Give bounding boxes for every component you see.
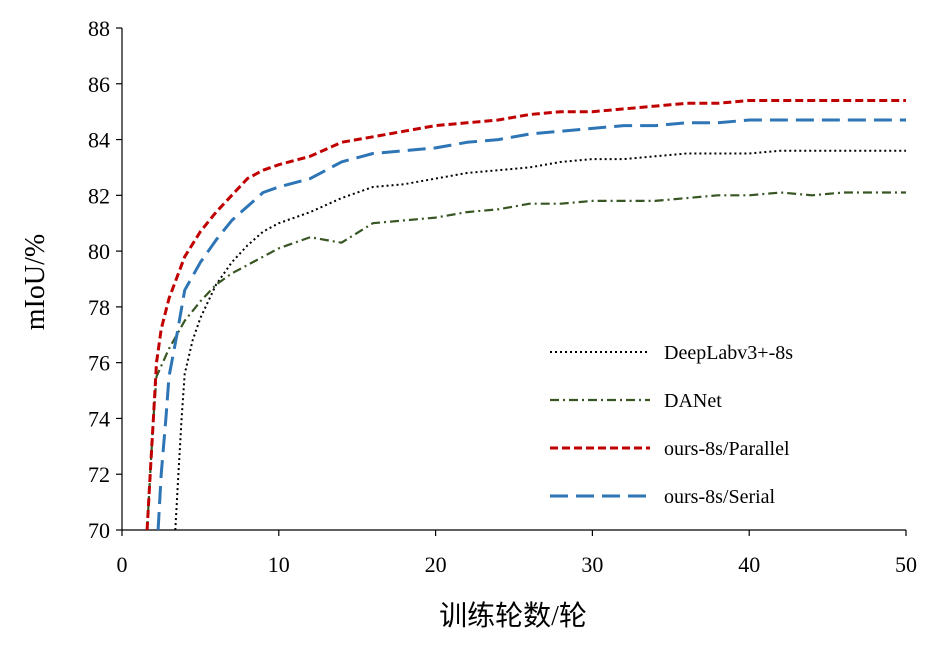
series-line-danet bbox=[146, 191, 906, 531]
x-axis-ticks: 0 10 20 30 40 50 bbox=[117, 530, 917, 577]
x-tick-label: 20 bbox=[425, 552, 447, 577]
y-tick-label: 88 bbox=[88, 16, 110, 41]
x-tick-label: 50 bbox=[895, 552, 917, 577]
x-tick-label: 10 bbox=[268, 552, 290, 577]
series-line-ours-8s-serial bbox=[156, 118, 906, 531]
x-tick-label: 0 bbox=[117, 552, 128, 577]
plot-area: 70 72 74 76 78 80 82 84 86 88 0 10 20 30 40 50 bbox=[88, 16, 917, 577]
y-tick-label: 82 bbox=[88, 183, 110, 208]
y-tick-label: 70 bbox=[88, 518, 110, 543]
y-tick-label: 78 bbox=[88, 295, 110, 320]
y-axis-title: mIoU/% bbox=[20, 234, 51, 330]
legend-label-danet: DANet bbox=[664, 390, 722, 412]
y-tick-label: 76 bbox=[88, 351, 110, 376]
legend: DeepLabv3+-8s DANet ours-8s/Parallel ours-8… bbox=[550, 342, 793, 508]
y-tick-label: 86 bbox=[88, 72, 110, 97]
legend-label-ours-8s-parallel: ours-8s/Parallel bbox=[664, 438, 790, 460]
y-tick-label: 80 bbox=[88, 239, 110, 264]
x-tick-label: 40 bbox=[738, 552, 760, 577]
series-line-ours-8s-parallel bbox=[145, 99, 906, 531]
y-axis-ticks: 70 72 74 76 78 80 82 84 86 88 bbox=[88, 16, 122, 543]
x-axis-title: 训练轮数/轮 bbox=[439, 600, 587, 632]
x-tick-label: 30 bbox=[581, 552, 603, 577]
series-lines bbox=[145, 99, 906, 531]
legend-label-ours-8s-serial: ours-8s/Serial bbox=[664, 486, 776, 508]
y-tick-label: 72 bbox=[88, 462, 110, 487]
y-tick-label: 84 bbox=[88, 128, 110, 153]
y-tick-label: 74 bbox=[88, 406, 110, 431]
series-line-deeplabv3-8s bbox=[174, 149, 906, 531]
legend-label-deeplabv3-8s: DeepLabv3+-8s bbox=[664, 342, 793, 364]
